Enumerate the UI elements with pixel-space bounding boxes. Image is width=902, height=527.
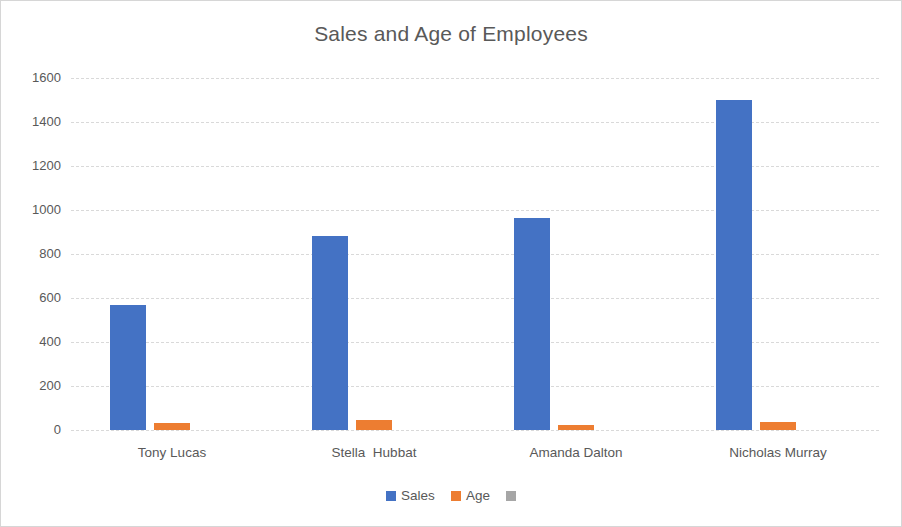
legend-swatch-icon xyxy=(386,491,396,501)
bar-group xyxy=(273,78,475,430)
chart-title: Sales and Age of Employees xyxy=(1,22,901,46)
bar-slot xyxy=(110,78,146,430)
x-tick-label: Amanda Dalton xyxy=(475,445,677,460)
bar-slot xyxy=(356,78,392,430)
bar-age-3 xyxy=(760,422,796,430)
legend-item-age: Age xyxy=(451,488,490,503)
legend-item-unlabeled xyxy=(506,491,516,501)
y-tick-label: 0 xyxy=(1,421,61,439)
y-tick-label: 200 xyxy=(1,377,61,395)
x-tick-label: Nicholas Murray xyxy=(677,445,879,460)
y-axis: 1600 1400 1200 1000 800 600 400 200 0 xyxy=(1,1,61,526)
x-tick-label: Stella Hubbat xyxy=(273,445,475,460)
y-tick-label: 600 xyxy=(1,289,61,307)
bar-age-1 xyxy=(356,420,392,430)
bar-slot xyxy=(400,78,436,430)
legend-item-sales: Sales xyxy=(386,488,435,503)
bar-slot xyxy=(312,78,348,430)
bar-slot xyxy=(198,78,234,430)
legend-label: Age xyxy=(466,488,490,503)
y-tick-label: 800 xyxy=(1,245,61,263)
bar-group xyxy=(475,78,677,430)
bar-group xyxy=(677,78,879,430)
bar-age-0 xyxy=(154,423,190,430)
bar-slot xyxy=(558,78,594,430)
legend-swatch-icon xyxy=(451,491,461,501)
y-tick-label: 1000 xyxy=(1,201,61,219)
chart-container: Sales and Age of Employees 1600140012001… xyxy=(0,0,902,527)
plot-area xyxy=(71,78,879,430)
bar-slot xyxy=(514,78,550,430)
legend: Sales Age xyxy=(1,488,901,503)
bar-sales-2 xyxy=(514,218,550,430)
bar-sales-1 xyxy=(312,236,348,430)
gridline xyxy=(71,430,879,431)
y-tick-label: 1600 xyxy=(1,69,61,87)
y-tick-label: 1200 xyxy=(1,157,61,175)
bar-group xyxy=(71,78,273,430)
legend-label: Sales xyxy=(401,488,435,503)
x-tick-label: Tony Lucas xyxy=(71,445,273,460)
bar-slot xyxy=(804,78,840,430)
bar-slot xyxy=(602,78,638,430)
bar-slot xyxy=(716,78,752,430)
bar-slot xyxy=(760,78,796,430)
bar-slot xyxy=(154,78,190,430)
legend-swatch-icon xyxy=(506,491,516,501)
bar-sales-0 xyxy=(110,305,146,430)
y-tick-label: 400 xyxy=(1,333,61,351)
bar-sales-3 xyxy=(716,100,752,430)
y-tick-label: 1400 xyxy=(1,113,61,131)
bar-age-2 xyxy=(558,425,594,431)
